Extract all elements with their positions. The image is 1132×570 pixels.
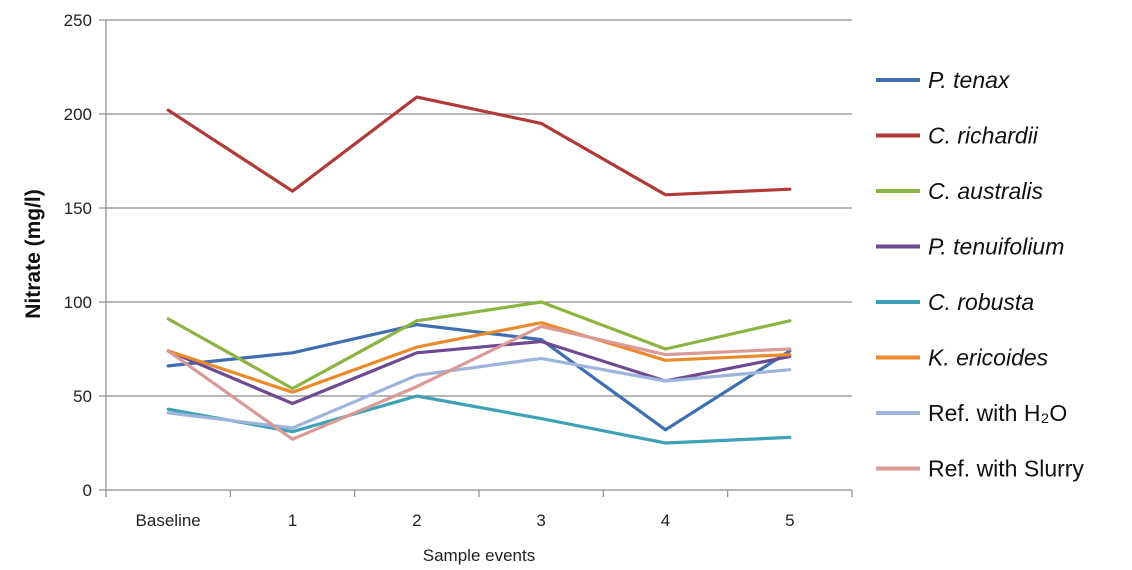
series-line-3 — [166, 339, 792, 406]
series-line-5 — [166, 321, 792, 394]
x-axis-title: Sample events — [423, 546, 535, 565]
legend-item: K. ericoides — [876, 345, 1049, 371]
legend-label: K. ericoides — [928, 345, 1049, 371]
series-line-4 — [166, 394, 792, 445]
legend-item: Ref. with Slurry — [876, 456, 1084, 482]
series-line-0 — [166, 323, 792, 432]
legend-label: Ref. with H₂O — [928, 400, 1067, 426]
y-tick-label: 250 — [64, 11, 92, 30]
legend-label: C. australis — [928, 178, 1044, 204]
gridlines — [106, 19, 852, 397]
legend-item: C. australis — [876, 178, 1044, 204]
legend-label: Ref. with Slurry — [928, 456, 1084, 482]
legend-label: C. richardii — [928, 123, 1039, 149]
series-line-1 — [166, 95, 792, 197]
x-axis-ticks: Baseline 1 2 3 4 5 — [105, 490, 853, 530]
legend-item: Ref. with H₂O — [876, 400, 1067, 426]
legend-label: P. tenuifolium — [928, 234, 1064, 260]
y-axis-title: Nitrate (mg/l) — [22, 189, 45, 319]
series-lines — [166, 95, 792, 445]
legend-item: C. robusta — [876, 289, 1034, 315]
x-tick-label: 2 — [412, 511, 421, 530]
y-tick-label: 150 — [64, 199, 92, 218]
series-line-7 — [166, 324, 792, 441]
legend-label: P. tenax — [928, 67, 1011, 93]
y-tick-label: 0 — [83, 481, 92, 500]
legend: P. tenax C. richardii C. australis P. tenui… — [876, 67, 1084, 482]
legend-label: C. robusta — [928, 289, 1034, 315]
x-tick-label: 1 — [288, 511, 297, 530]
y-tick-label: 100 — [64, 293, 92, 312]
y-tick-label: 50 — [73, 387, 92, 406]
x-tick-label: Baseline — [136, 511, 201, 530]
y-tick-label: 200 — [64, 105, 92, 124]
legend-item: P. tenuifolium — [876, 234, 1064, 260]
legend-item: C. richardii — [876, 123, 1039, 149]
series-line-2 — [166, 300, 792, 391]
legend-item: P. tenax — [876, 67, 1011, 93]
x-tick-label: 4 — [661, 511, 670, 530]
y-axis-ticks: 0 50 100 150 200 250 — [64, 11, 106, 500]
x-tick-label: 5 — [785, 511, 794, 530]
x-tick-label: 3 — [536, 511, 545, 530]
